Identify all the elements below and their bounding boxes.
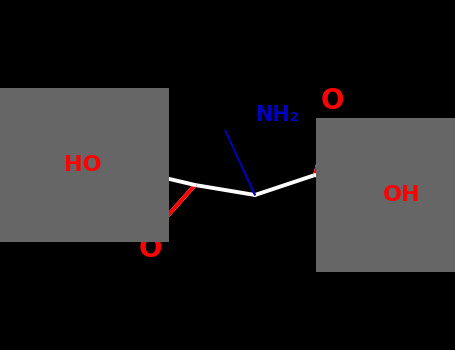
- Text: NH₂: NH₂: [255, 105, 299, 125]
- Text: HO: HO: [65, 155, 102, 175]
- Text: O: O: [320, 87, 344, 115]
- Polygon shape: [225, 130, 255, 195]
- Text: OH: OH: [383, 185, 420, 205]
- Text: O: O: [138, 235, 162, 263]
